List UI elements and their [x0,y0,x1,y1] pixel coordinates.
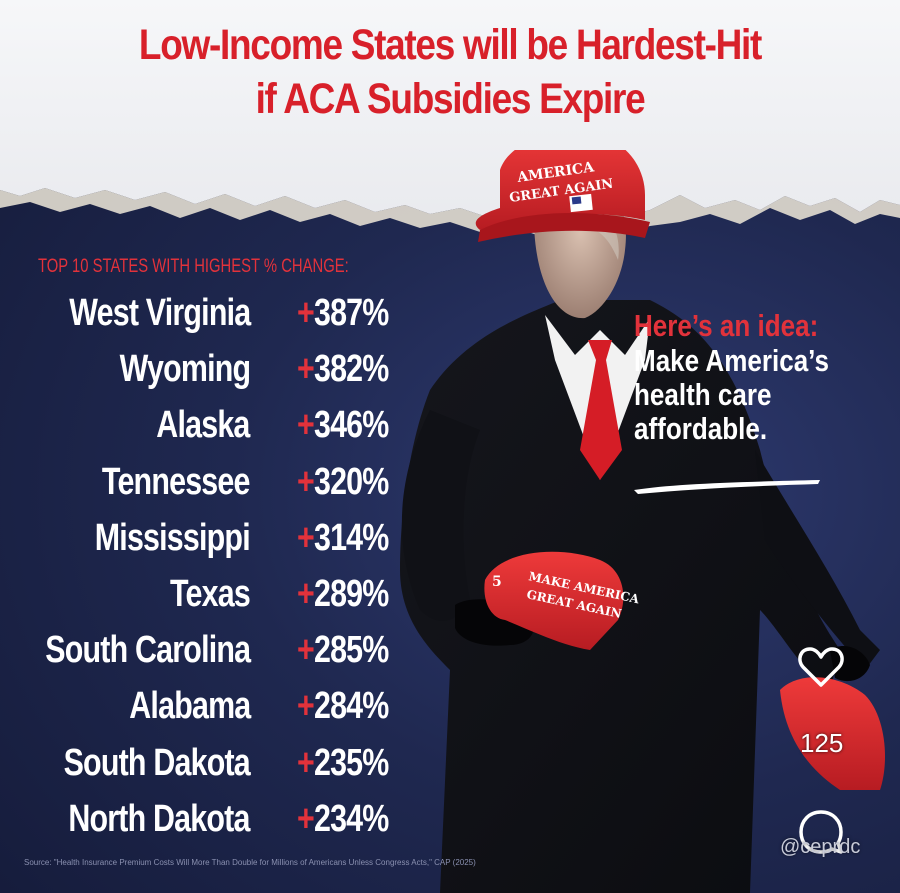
state-row: Texas +289% [0,573,420,629]
percent-change: +284% [297,685,389,728]
percent-change: +382% [297,348,389,391]
state-row: Wyoming +382% [0,348,420,404]
percent-value: 284% [313,685,389,728]
state-row: North Dakota +234% [0,798,420,854]
state-name: Texas [170,573,251,615]
state-row: South Carolina +285% [0,629,420,685]
percent-change: +387% [297,292,389,335]
percent-change: +314% [297,517,389,560]
percent-change: +285% [297,629,389,672]
state-row: Tennessee +320% [0,461,420,517]
percent-value: 235% [313,741,389,784]
state-name: Alabama [128,685,251,728]
state-name: North Dakota [68,797,251,840]
torn-paper-band [0,0,900,242]
plus-sign: + [297,741,315,784]
percent-change: +289% [297,573,389,616]
percent-value: 289% [313,573,389,615]
headline-line-1: Low-Income States will be Hardest-Hit [138,21,762,69]
state-name: West Virginia [68,292,251,334]
state-name: Wyoming [119,348,250,391]
like-count: 125 [800,728,844,758]
headline: Low-Income States will be Hardest-Hit if… [63,18,837,126]
percent-change: +346% [297,404,389,447]
state-row: Alabama +284% [0,685,420,741]
plus-sign: + [297,685,315,728]
held-cap-mark: 5 [492,574,502,590]
state-name: Mississippi [94,516,251,559]
source-citation: Source: "Health Insurance Premium Costs … [24,858,476,867]
plus-sign: + [297,460,315,503]
figure-in-red-cap-illustration: AMERICA GREAT AGAIN MAKE AMERICA GREAT A… [400,150,885,893]
percent-change: +234% [297,798,389,841]
state-row: Mississippi +314% [0,517,420,573]
state-name: Tennessee [102,460,250,503]
plus-sign: + [297,404,315,447]
plus-sign: + [297,348,315,391]
state-name: South Carolina [45,629,251,672]
state-name: Alaska [156,404,251,447]
percent-value: 346% [313,404,389,447]
percent-value: 387% [313,292,389,334]
plus-sign: + [297,629,315,672]
state-row: South Dakota +235% [0,742,420,798]
state-row: West Virginia +387% [0,292,420,348]
percent-value: 234% [313,797,389,840]
percent-value: 314% [313,516,389,559]
percent-change: +235% [297,742,389,785]
plus-sign: + [297,292,315,334]
list-heading: TOP 10 STATES WITH HIGHEST % CHANGE: [38,256,349,277]
percent-change: +320% [297,461,389,504]
state-row: Alaska +346% [0,404,420,460]
plus-sign: + [297,516,315,559]
headline-line-2: if ACA Subsidies Expire [255,75,646,123]
plus-sign: + [297,797,315,840]
percent-value: 285% [313,629,389,672]
brush-underline [634,480,820,494]
heart-icon[interactable] [797,645,845,689]
tagline-body: Make America’s health care affordable. [634,343,829,446]
percent-value: 320% [313,460,389,503]
plus-sign: + [297,573,315,615]
tagline: Here’s an idea: Make America’s health ca… [634,308,869,446]
state-name: South Dakota [63,741,251,784]
account-handle: @ceprdc [780,836,861,858]
comment-icon[interactable] [797,808,845,856]
percent-value: 382% [313,348,389,391]
tagline-highlight: Here’s an idea: [634,308,819,343]
